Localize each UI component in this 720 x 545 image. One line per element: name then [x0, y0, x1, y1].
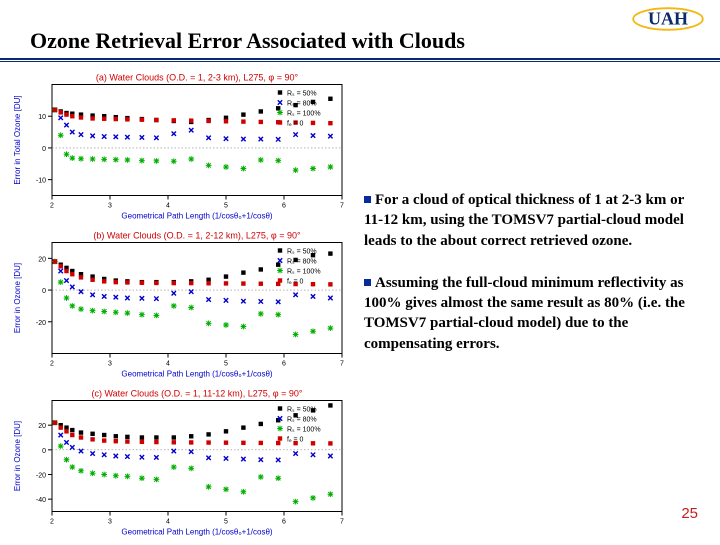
svg-text:Rₛ = 80%: Rₛ = 80% — [287, 417, 317, 424]
svg-text:(b) Water Clouds (O.D. = 1, 2-: (b) Water Clouds (O.D. = 1, 2-12 km), L2… — [93, 231, 301, 241]
svg-text:Geometrical Path Length (1/cos: Geometrical Path Length (1/cosθ₀+1/cosθ) — [121, 212, 273, 221]
svg-text:Rₛ = 100%: Rₛ = 100% — [287, 111, 321, 118]
svg-text:4: 4 — [166, 203, 170, 210]
page-number: 25 — [681, 505, 698, 522]
svg-text:Error in Ozone [DU]: Error in Ozone [DU] — [13, 263, 22, 333]
svg-text:Rₛ = 100%: Rₛ = 100% — [287, 269, 321, 276]
svg-text:Rₛ = 50%: Rₛ = 50% — [287, 249, 317, 256]
svg-text:fₑ = 0: fₑ = 0 — [287, 279, 304, 286]
svg-text:(c) Water Clouds (O.D. = 1, 11: (c) Water Clouds (O.D. = 1, 11-12 km), L… — [91, 389, 302, 399]
svg-text:6: 6 — [282, 203, 286, 210]
svg-text:7: 7 — [340, 361, 344, 368]
svg-text:-40: -40 — [36, 497, 46, 504]
svg-text:0: 0 — [42, 146, 46, 153]
svg-text:20: 20 — [38, 423, 46, 430]
page-title: Ozone Retrieval Error Associated with Cl… — [30, 28, 465, 54]
svg-text:Rₛ = 100%: Rₛ = 100% — [287, 427, 321, 434]
svg-text:fₑ = 0: fₑ = 0 — [287, 437, 304, 444]
bullet-item: For a cloud of optical thickness of 1 at… — [364, 190, 704, 251]
svg-text:Geometrical Path Length (1/cos: Geometrical Path Length (1/cosθ₀+1/cosθ) — [121, 528, 273, 537]
svg-text:Rₛ = 80%: Rₛ = 80% — [287, 259, 317, 266]
svg-text:5: 5 — [224, 519, 228, 526]
svg-text:3: 3 — [108, 519, 112, 526]
svg-text:6: 6 — [282, 519, 286, 526]
svg-text:3: 3 — [108, 361, 112, 368]
title-underline — [0, 58, 720, 62]
svg-text:6: 6 — [282, 361, 286, 368]
svg-text:2: 2 — [50, 203, 54, 210]
chart-c: (c) Water Clouds (O.D. = 1, 11-12 km), L… — [10, 382, 350, 540]
svg-text:-10: -10 — [36, 178, 46, 185]
svg-text:fₑ = 0: fₑ = 0 — [287, 121, 304, 128]
svg-text:20: 20 — [38, 256, 46, 263]
bullet-text: Assuming the full-cloud minimum reflecti… — [364, 275, 685, 352]
svg-text:10: 10 — [38, 114, 46, 121]
svg-text:-20: -20 — [36, 320, 46, 327]
svg-text:Error in Total Ozone [DU]: Error in Total Ozone [DU] — [13, 95, 22, 184]
bullet-item: Assuming the full-cloud minimum reflecti… — [364, 273, 704, 354]
svg-text:Rₛ = 80%: Rₛ = 80% — [287, 101, 317, 108]
svg-text:3: 3 — [108, 203, 112, 210]
svg-text:Geometrical Path Length (1/cos: Geometrical Path Length (1/cosθ₀+1/cosθ) — [121, 370, 273, 379]
bullet-icon — [364, 196, 371, 203]
chart-b: (b) Water Clouds (O.D. = 1, 2-12 km), L2… — [10, 224, 350, 382]
svg-text:Error in Ozone [DU]: Error in Ozone [DU] — [13, 421, 22, 491]
svg-text:2: 2 — [50, 519, 54, 526]
chart-a: (a) Water Clouds (O.D. = 1, 2-3 km), L27… — [10, 66, 350, 224]
svg-text:Rₛ = 50%: Rₛ = 50% — [287, 91, 317, 98]
svg-text:Rₛ = 50%: Rₛ = 50% — [287, 407, 317, 414]
svg-text:5: 5 — [224, 361, 228, 368]
bullet-icon — [364, 279, 371, 286]
svg-text:-20: -20 — [36, 473, 46, 480]
svg-text:5: 5 — [224, 203, 228, 210]
svg-text:0: 0 — [42, 288, 46, 295]
svg-text:UAH: UAH — [648, 8, 688, 28]
svg-text:7: 7 — [340, 519, 344, 526]
bullet-list: For a cloud of optical thickness of 1 at… — [364, 190, 704, 376]
uah-logo: UAH — [632, 4, 704, 34]
svg-text:7: 7 — [340, 203, 344, 210]
svg-text:2: 2 — [50, 361, 54, 368]
svg-text:4: 4 — [166, 361, 170, 368]
bullet-text: For a cloud of optical thickness of 1 at… — [364, 192, 684, 249]
svg-text:(a) Water Clouds (O.D. = 1, 2-: (a) Water Clouds (O.D. = 1, 2-3 km), L27… — [96, 73, 299, 83]
svg-text:0: 0 — [42, 448, 46, 455]
svg-text:4: 4 — [166, 519, 170, 526]
charts-column: (a) Water Clouds (O.D. = 1, 2-3 km), L27… — [10, 66, 350, 526]
